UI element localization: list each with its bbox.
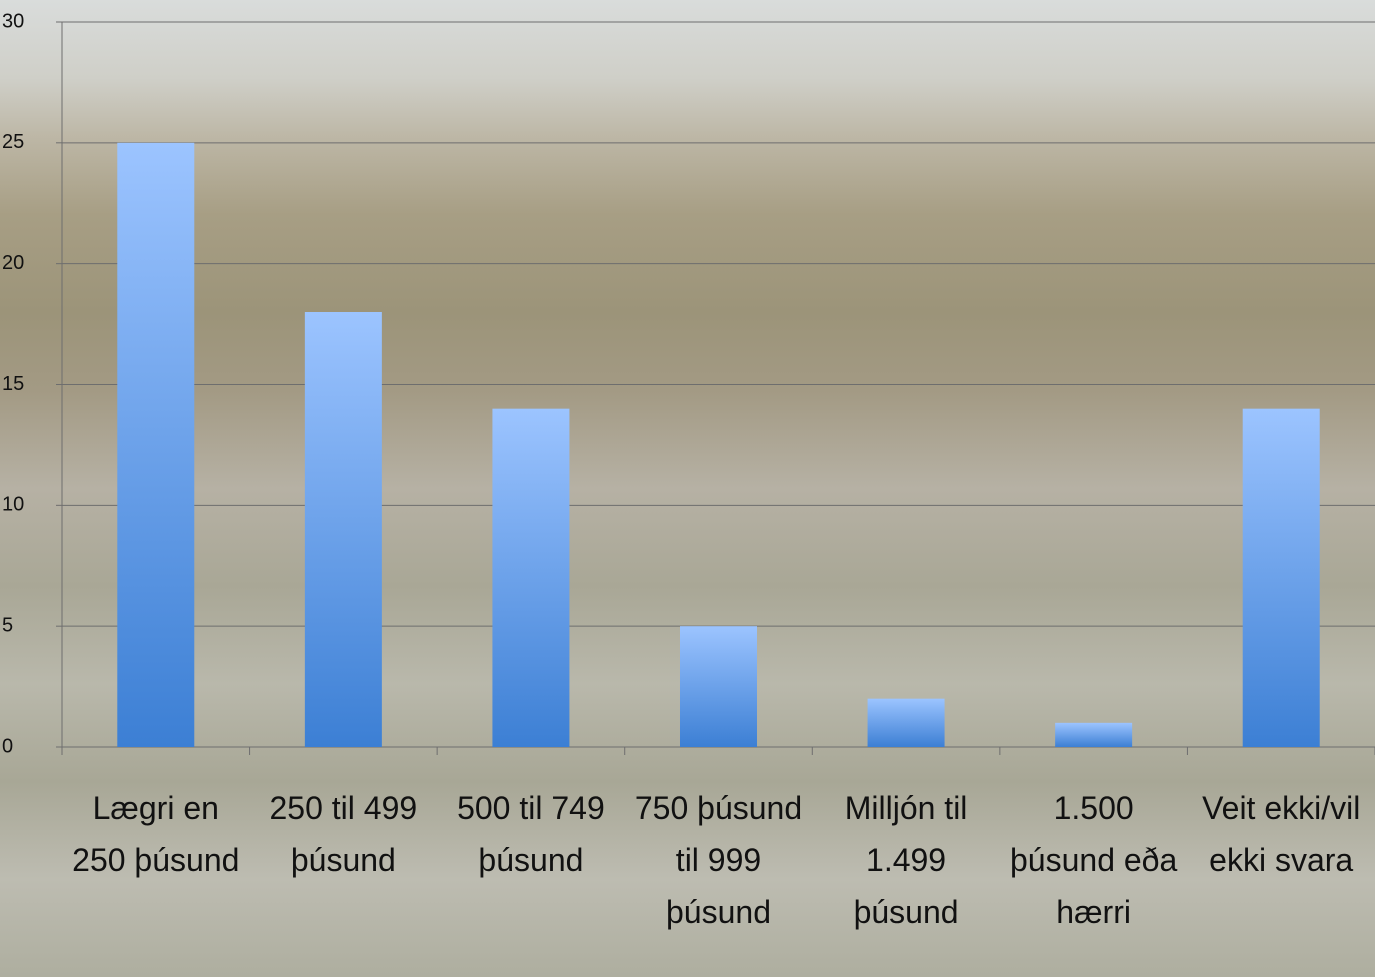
y-tick-label: 30 [2,10,24,32]
bar [1242,408,1320,747]
bar [680,626,757,747]
y-tick-label: 25 [2,131,24,153]
x-tick-label: 1.500 þúsund eða hærri [1010,790,1178,930]
bar [117,142,195,748]
x-tick-label: 250 til 499 þúsund [269,790,418,878]
x-tick-label: 500 til 749 þúsund [457,790,605,878]
x-tick-label: Lægri en 250 þúsund [72,790,240,878]
y-tick-label: 10 [2,494,24,516]
x-tick-label: Milljón til 1.499 þúsund [844,790,968,930]
bar [492,408,570,747]
bar [304,312,382,747]
y-tick-label: 15 [2,373,24,395]
bar [867,698,945,747]
x-tick-label: 750 þúsund til 999 þúsund [634,790,803,930]
bar [1055,722,1133,747]
y-tick-label: 5 [2,614,13,636]
x-tick-label: Veit ekki/vil ekki svara [1202,790,1361,878]
y-tick-label: 0 [2,735,13,757]
y-tick-label: 20 [2,252,24,274]
